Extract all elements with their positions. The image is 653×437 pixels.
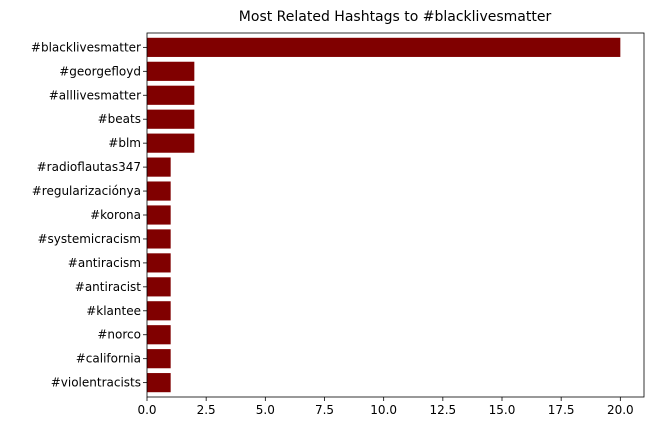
y-tick-label: #systemicracism [37,232,141,246]
plot-frame [146,32,645,398]
y-tick-label: #blacklivesmatter [31,40,141,54]
y-tick-label: #korona [90,208,141,222]
y-tick-label: #radioflautas347 [37,160,141,174]
axes-layer: #blacklivesmatter #georgefloyd #alllivesma… [31,32,645,417]
bar [147,325,171,345]
bar [147,373,171,393]
bar [147,133,195,153]
bar [147,37,621,57]
bar [147,301,171,321]
y-tick-label: #klantee [86,304,141,318]
chart-title: Most Related Hashtags to #blacklivesmatt… [239,9,552,25]
bar [147,253,171,273]
y-tick-label: #georgefloyd [59,64,141,78]
y-tick-label: #antiracist [75,280,142,294]
bar [147,181,171,201]
bar [147,109,195,129]
bar [147,157,171,177]
y-tick-label: #regularizaciónya [32,184,141,198]
x-tick-label: 0.0 [137,403,156,417]
y-tick-label: #antiracism [68,256,141,270]
x-tick-label: 17.5 [548,403,575,417]
y-tick-label: #alllivesmatter [49,88,141,102]
x-tick-label: 12.5 [429,403,456,417]
y-tick-label: #beats [98,112,141,126]
x-tick-label: 2.5 [197,403,216,417]
x-tick-label: 7.5 [315,403,334,417]
y-tick-label: #norco [97,328,141,342]
x-tick-label: 10.0 [370,403,397,417]
x-tick-label: 20.0 [607,403,634,417]
bar [147,205,171,225]
bar [147,61,195,81]
bar [147,277,171,297]
y-tick-label: #blm [108,136,141,150]
x-tick-label: 15.0 [489,403,516,417]
y-tick-label: #violentracists [51,376,141,390]
y-tick-label: #california [76,352,141,366]
bar [147,349,171,369]
bars-layer [147,37,621,393]
bar [147,85,195,105]
x-tick-label: 5.0 [256,403,275,417]
bar [147,229,171,249]
